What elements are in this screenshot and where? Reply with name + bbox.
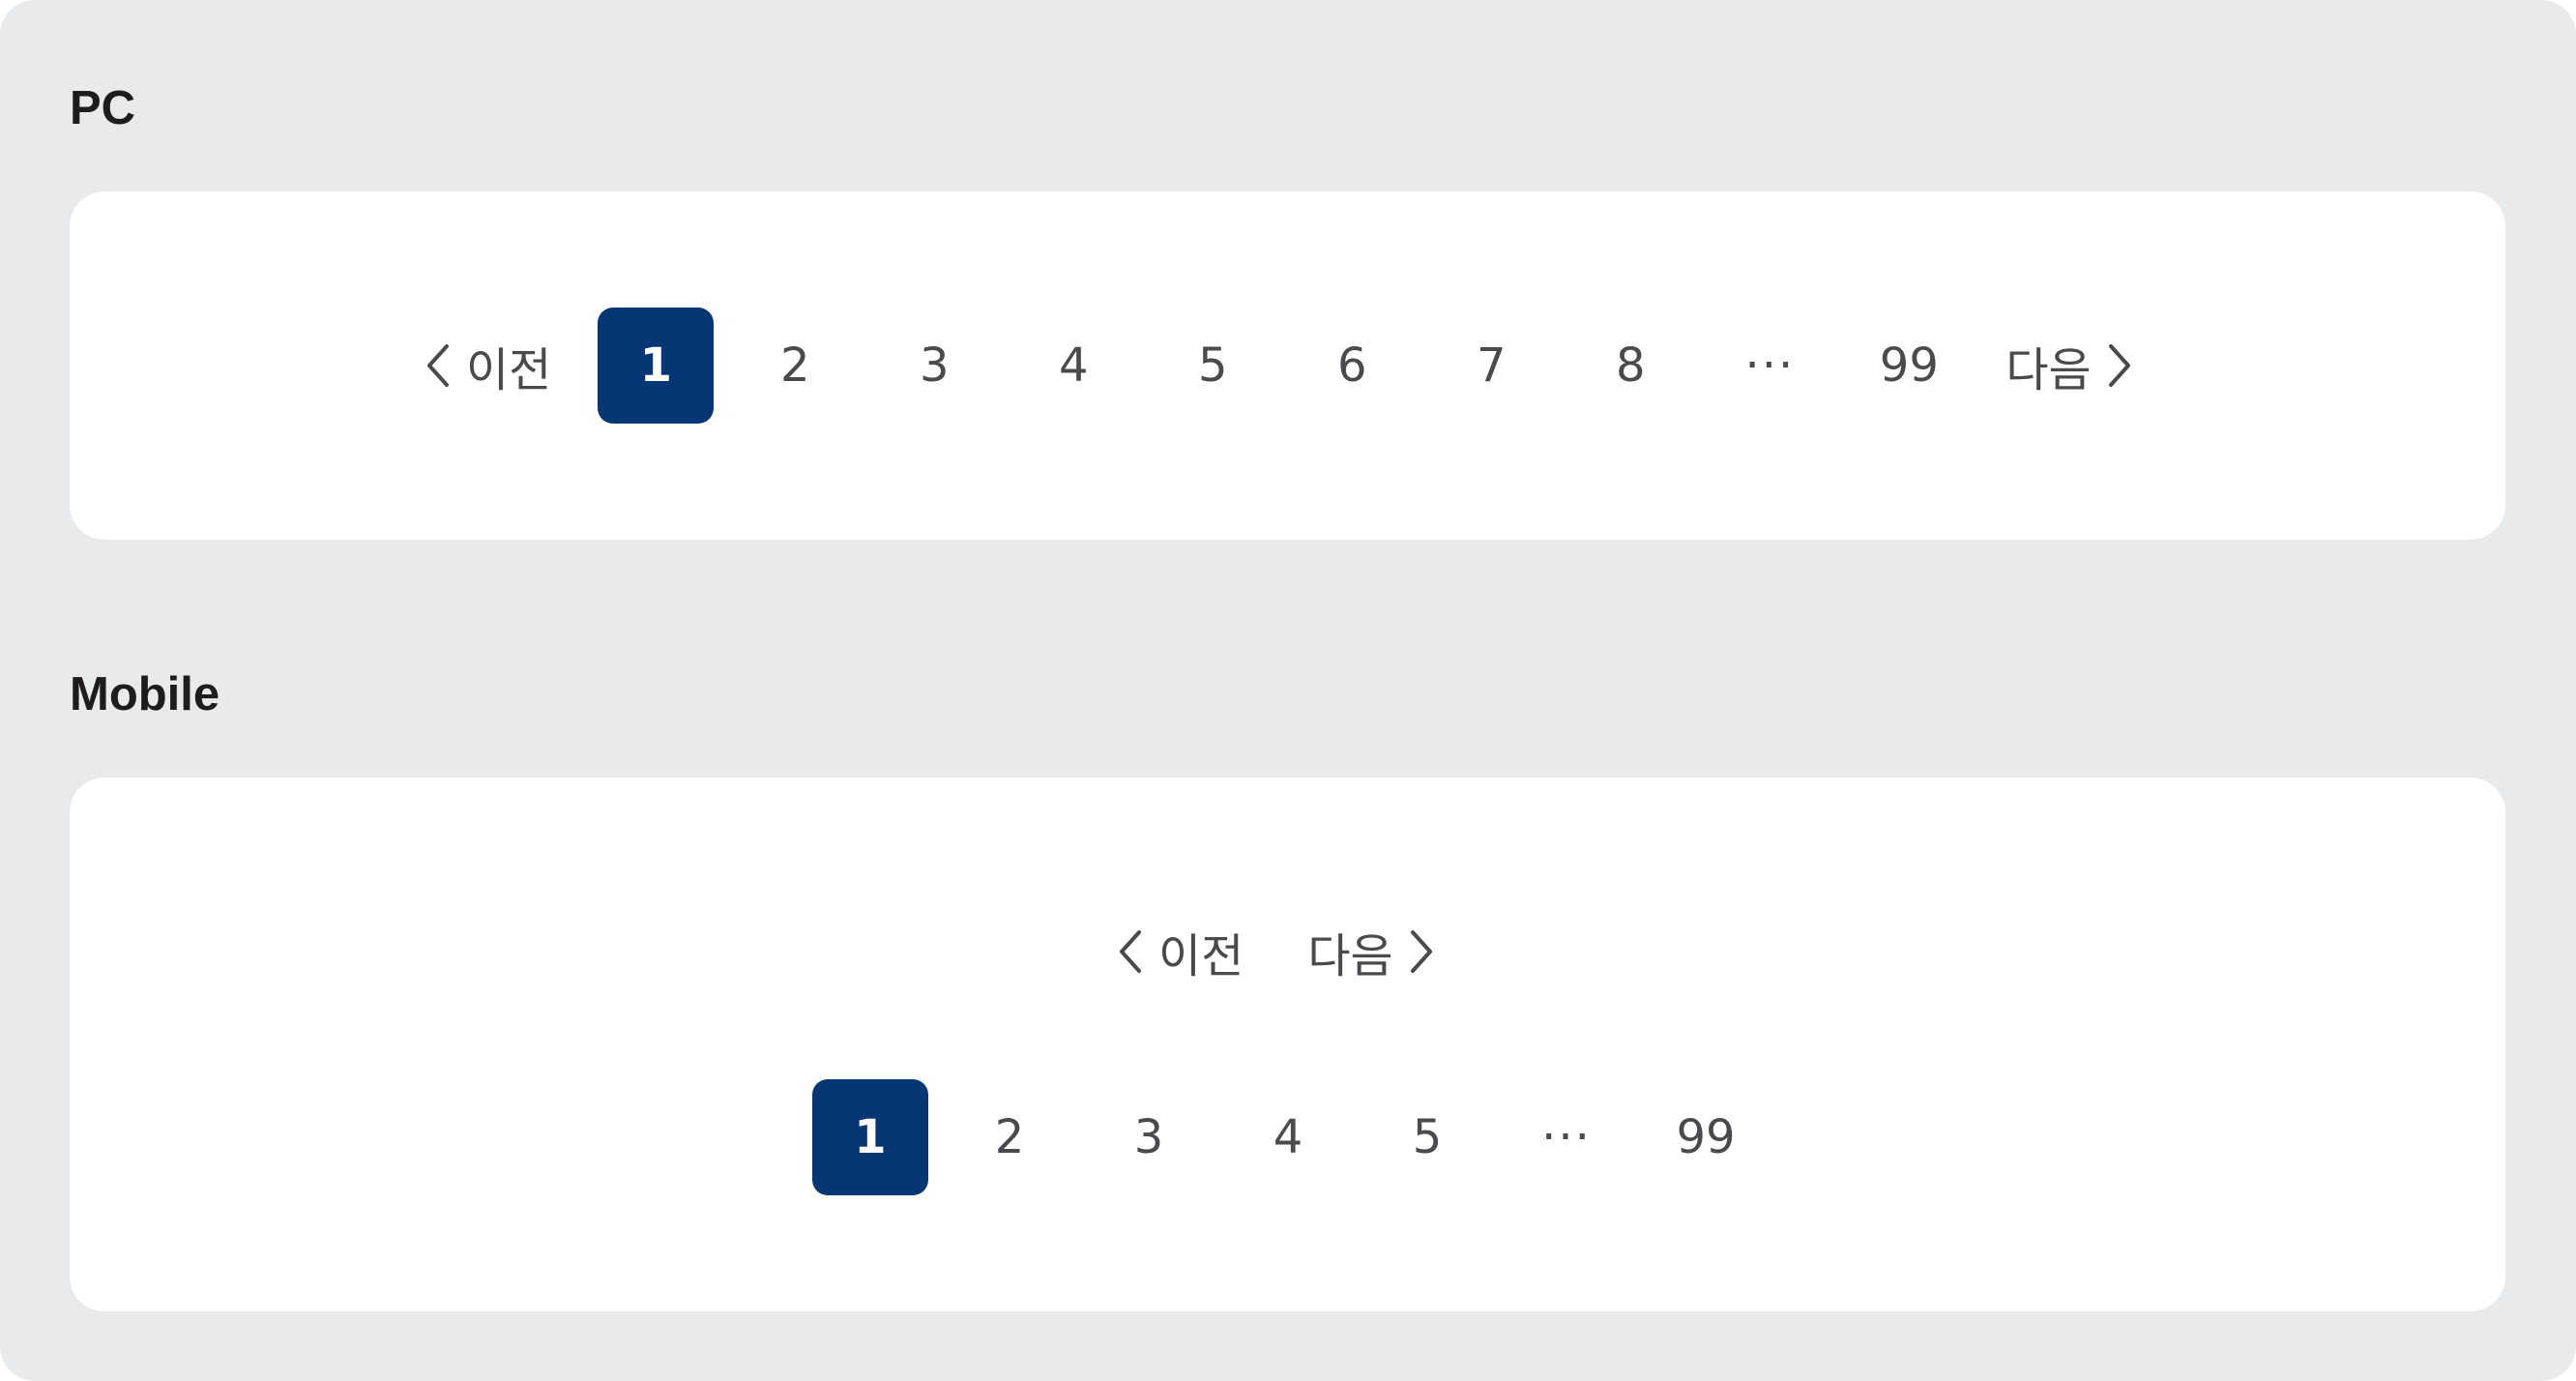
pc-page-3[interactable]: 3 <box>920 338 950 393</box>
pc-next-label: 다음 <box>2005 343 2092 397</box>
pc-page-last[interactable]: 99 <box>1879 338 1939 393</box>
pc-section-title: PC <box>70 82 136 134</box>
pc-next-button[interactable]: 다음 <box>2005 308 2133 424</box>
pc-pagination: 이전 1 2 3 4 5 6 7 8 ··· 99 다음 <box>424 308 2134 424</box>
pc-page-5[interactable]: 5 <box>1198 338 1228 393</box>
chevron-left-icon <box>427 344 449 387</box>
mobile-pagination-card: 이전 다음 1 2 3 4 5 ··· 99 <box>70 778 2505 1311</box>
mobile-page-4[interactable]: 4 <box>1273 1110 1303 1164</box>
pc-ellipsis: ··· <box>1744 338 1796 393</box>
mobile-pagination: 1 2 3 4 5 ··· 99 <box>812 1079 1764 1195</box>
mobile-page-3[interactable]: 3 <box>1133 1110 1164 1164</box>
mobile-page-last[interactable]: 99 <box>1676 1110 1736 1164</box>
mobile-prev-button[interactable]: 이전 <box>1116 894 1244 1010</box>
pc-prev-button[interactable]: 이전 <box>424 308 551 424</box>
mobile-next-button[interactable]: 다음 <box>1307 894 1435 1010</box>
chevron-right-icon <box>1410 930 1432 973</box>
mobile-page-5[interactable]: 5 <box>1412 1110 1443 1164</box>
pc-page-8[interactable]: 8 <box>1616 338 1646 393</box>
mobile-page-2[interactable]: 2 <box>994 1110 1025 1164</box>
mobile-ellipsis: ··· <box>1541 1110 1592 1164</box>
pc-page-1-current[interactable]: 1 <box>598 308 715 424</box>
pc-prev-label: 이전 <box>466 343 552 397</box>
mobile-page-1-current[interactable]: 1 <box>812 1079 928 1195</box>
pc-page-4[interactable]: 4 <box>1059 338 1089 393</box>
chevron-left-icon <box>1120 930 1141 973</box>
mobile-prev-next: 이전 다음 <box>1116 894 1436 1010</box>
pc-page-2[interactable]: 2 <box>780 338 810 393</box>
pc-pagination-card: 이전 1 2 3 4 5 6 7 8 ··· 99 다음 <box>70 191 2505 540</box>
mobile-section-title: Mobile <box>70 668 220 720</box>
mobile-prev-label: 이전 <box>1158 929 1244 984</box>
mobile-next-label: 다음 <box>1307 929 1393 984</box>
chevron-right-icon <box>2108 344 2130 387</box>
pc-page-7[interactable]: 7 <box>1477 338 1507 393</box>
pc-page-6[interactable]: 6 <box>1337 338 1367 393</box>
